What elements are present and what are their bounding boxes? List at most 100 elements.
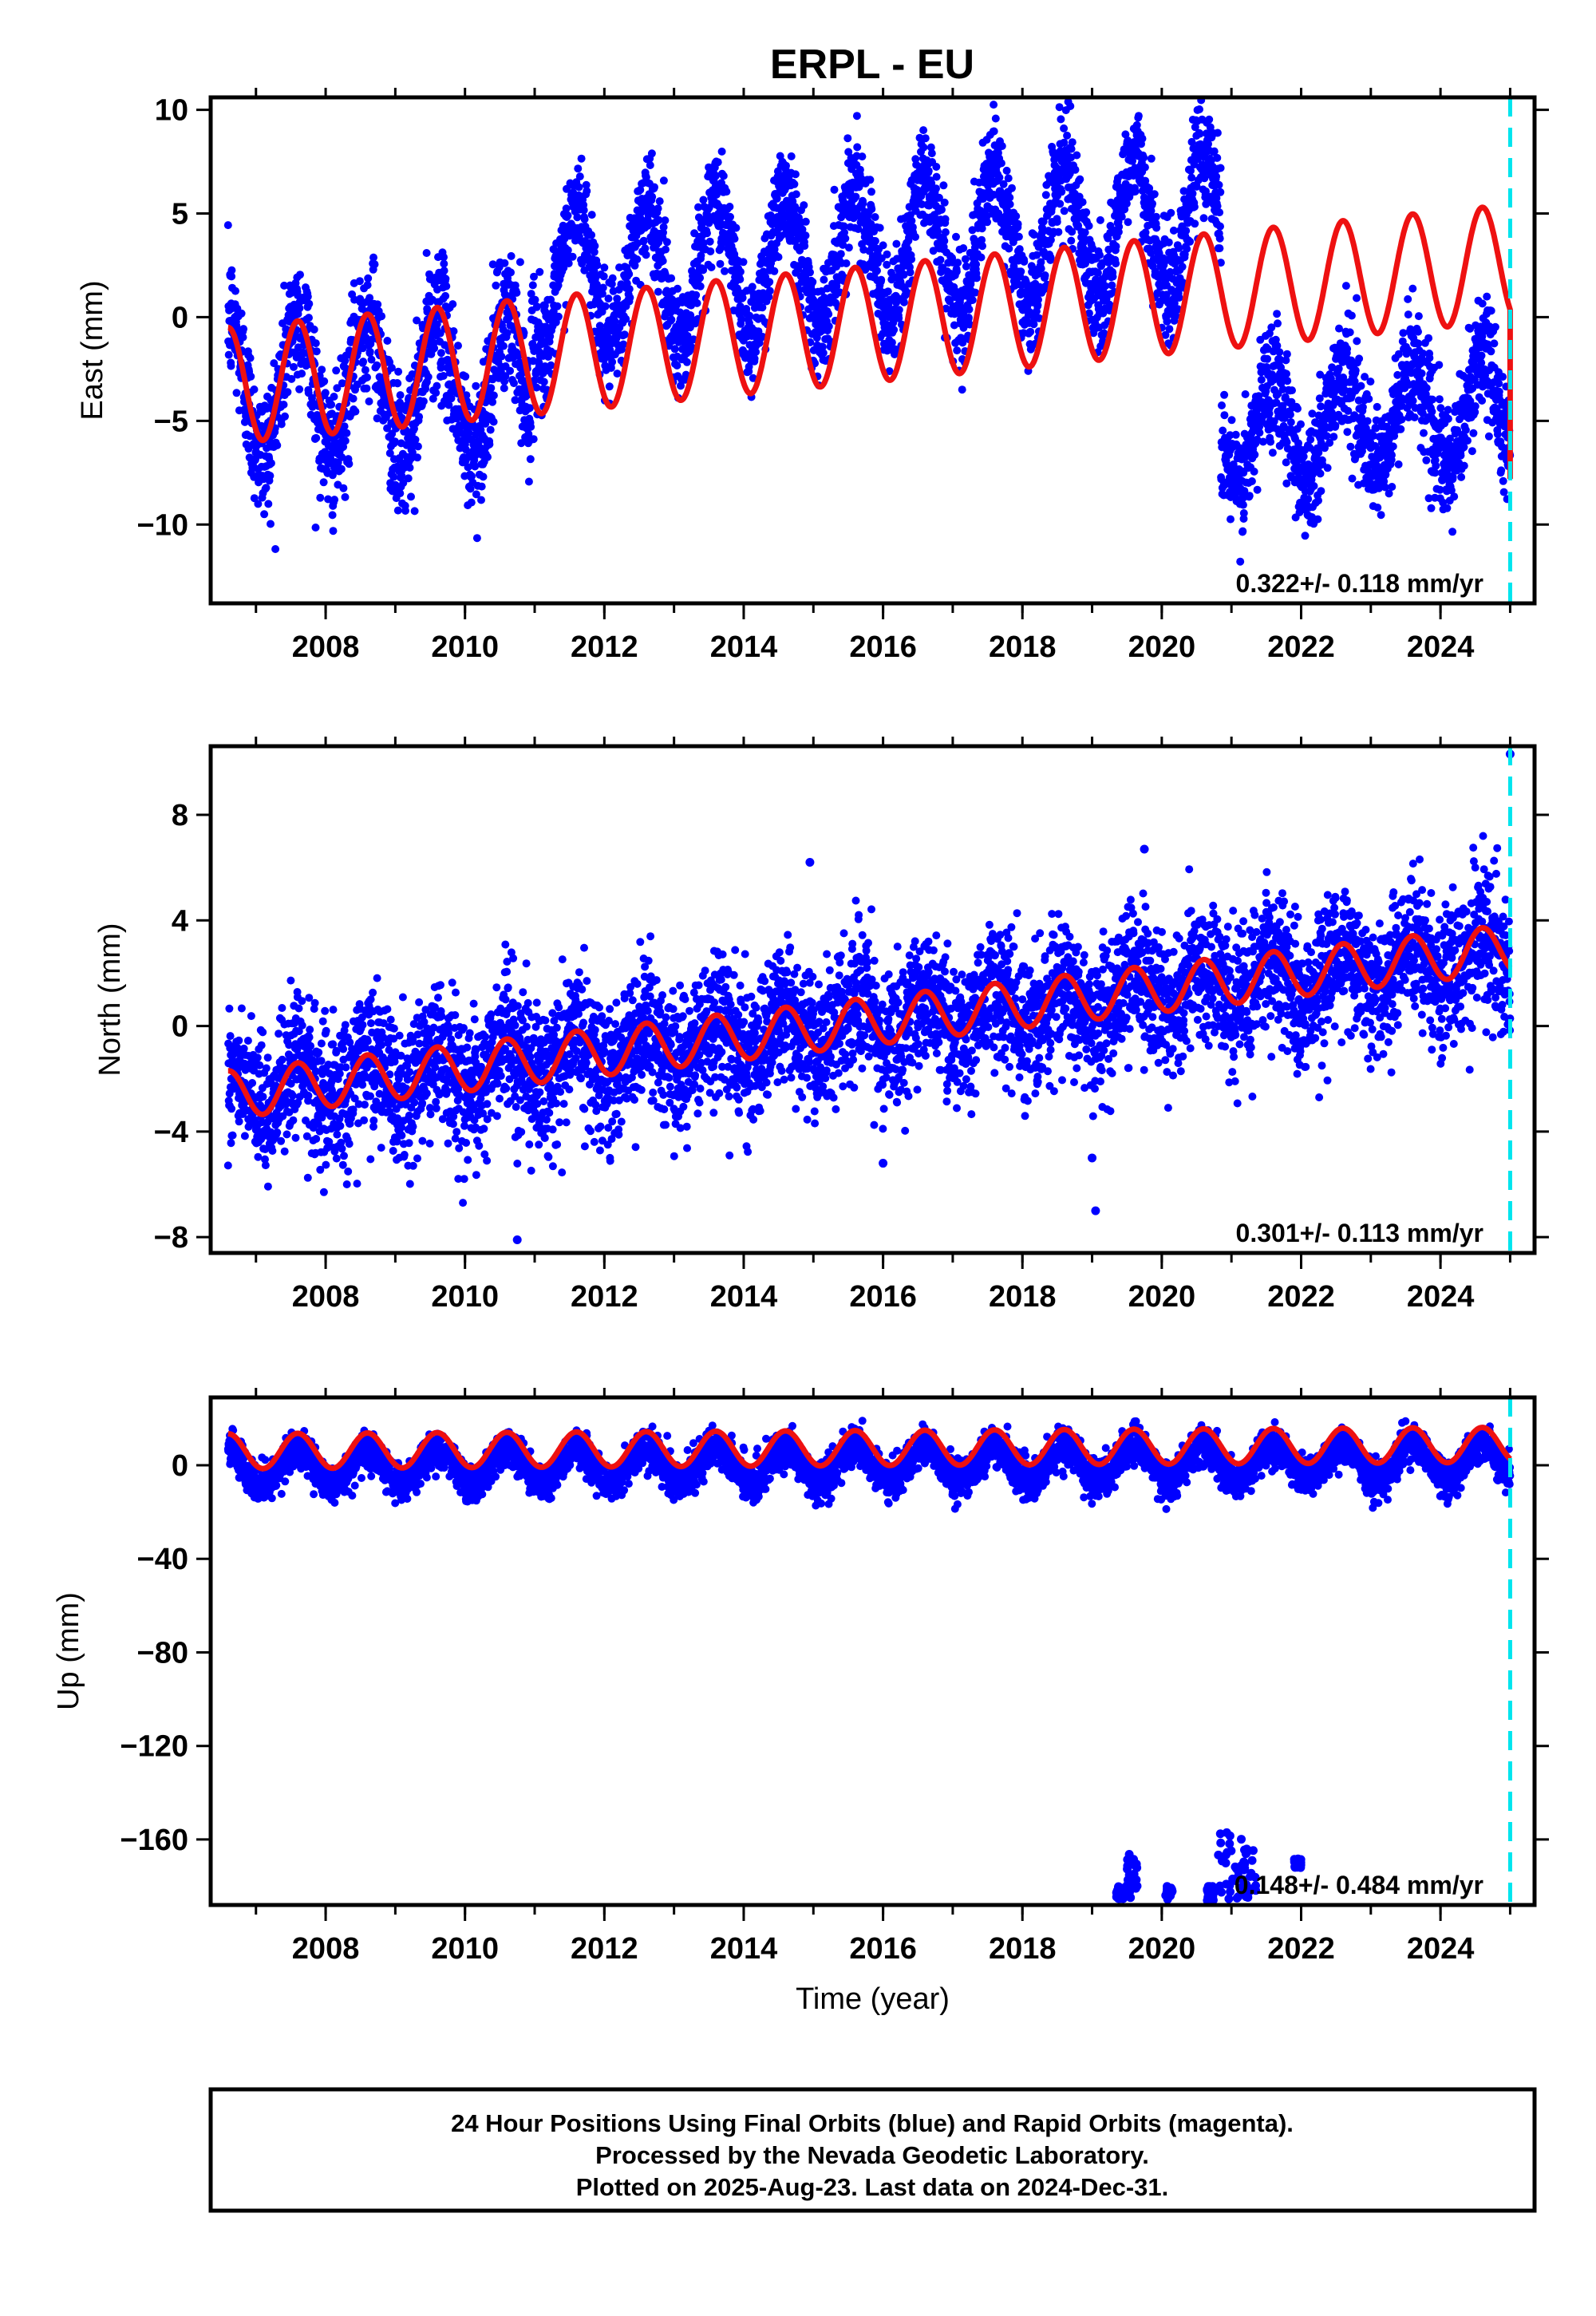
data-point: [1241, 390, 1250, 398]
data-point: [385, 449, 394, 457]
data-point: [422, 249, 431, 257]
data-point: [330, 496, 339, 504]
data-point: [341, 437, 350, 445]
data-point: [485, 440, 494, 449]
data-point: [774, 253, 783, 262]
east-panel: 2008 2010 2012 2014 2016 2018 2020 2022 2024−10−…: [76, 88, 1549, 664]
data-point: [1053, 218, 1061, 226]
data-point: [312, 347, 321, 356]
data-point: [1255, 429, 1264, 437]
data-point: [280, 281, 289, 290]
data-point: [647, 149, 656, 158]
data-point: [1297, 420, 1305, 429]
data-point: [349, 394, 358, 403]
data-point: [1396, 425, 1405, 433]
data-point: [692, 290, 701, 299]
data-point: [952, 232, 960, 241]
data-point: [1186, 237, 1195, 246]
data-point: [1414, 339, 1423, 348]
data-point: [659, 176, 668, 185]
data-point: [625, 285, 634, 294]
data-point: [1394, 460, 1403, 468]
data-point: [530, 376, 539, 385]
data-point: [526, 455, 535, 464]
data-point: [1425, 354, 1434, 362]
data-point: [1420, 429, 1428, 437]
data-point: [362, 384, 371, 393]
data-point: [264, 500, 273, 508]
data-point: [1435, 395, 1444, 404]
data-point: [782, 161, 790, 170]
data-point: [1345, 328, 1354, 337]
data-point: [1138, 134, 1147, 143]
data-point: [271, 545, 280, 553]
data-point: [461, 445, 470, 454]
data-point: [1215, 180, 1223, 189]
data-point: [464, 429, 473, 437]
data-point: [239, 325, 248, 334]
data-point: [633, 255, 642, 263]
data-point: [547, 361, 555, 370]
data-point: [579, 206, 588, 215]
data-point: [1282, 350, 1291, 358]
data-point: [365, 347, 374, 356]
data-point: [927, 149, 936, 158]
data-point: [1266, 437, 1275, 446]
data-point: [1357, 381, 1365, 390]
data-point: [554, 312, 563, 321]
data-point: [639, 236, 648, 245]
data-point: [237, 309, 246, 318]
data-point: [223, 221, 232, 230]
data-point: [1152, 212, 1160, 221]
data-point: [1218, 401, 1226, 409]
data-point: [497, 352, 506, 361]
data-point: [1215, 244, 1224, 253]
data-point: [329, 527, 338, 536]
data-point: [393, 379, 402, 388]
plot-area: [223, 97, 1515, 603]
data-point: [1301, 532, 1310, 540]
data-point: [224, 350, 233, 359]
data-point: [696, 274, 705, 283]
data-point: [1346, 442, 1355, 451]
data-point: [524, 477, 533, 486]
data-point: [1134, 112, 1143, 121]
chart-title: ERPL - EU: [770, 41, 974, 88]
data-point: [447, 394, 456, 403]
data-point: [748, 283, 757, 291]
data-point: [500, 384, 508, 393]
data-point: [924, 167, 933, 176]
data-point: [1078, 198, 1087, 207]
data-point: [254, 500, 263, 508]
data-point: [232, 389, 241, 397]
data-point: [941, 215, 950, 223]
data-point: [706, 247, 715, 255]
data-point: [341, 492, 350, 501]
data-point: [600, 355, 608, 364]
data-point: [867, 205, 876, 213]
data-point: [1112, 259, 1120, 268]
data-point: [512, 288, 521, 297]
data-point: [1428, 407, 1436, 416]
data-point: [441, 291, 450, 300]
data-point: [364, 274, 373, 283]
data-point: [461, 372, 470, 381]
data-point: [1317, 487, 1325, 496]
data-point: [383, 337, 392, 345]
data-point: [890, 326, 899, 334]
data-point: [296, 271, 304, 279]
data-point: [667, 274, 676, 283]
data-point: [1057, 188, 1066, 196]
data-point: [260, 510, 269, 519]
data-point: [921, 134, 930, 143]
data-point: [1355, 354, 1364, 363]
data-point: [464, 463, 472, 472]
data-point: [599, 272, 608, 281]
data-point: [319, 478, 328, 487]
data-point: [1366, 377, 1375, 386]
data-point: [433, 320, 441, 329]
data-point: [295, 304, 304, 313]
data-point: [484, 453, 492, 461]
data-point: [486, 425, 495, 434]
data-point: [1005, 200, 1014, 208]
